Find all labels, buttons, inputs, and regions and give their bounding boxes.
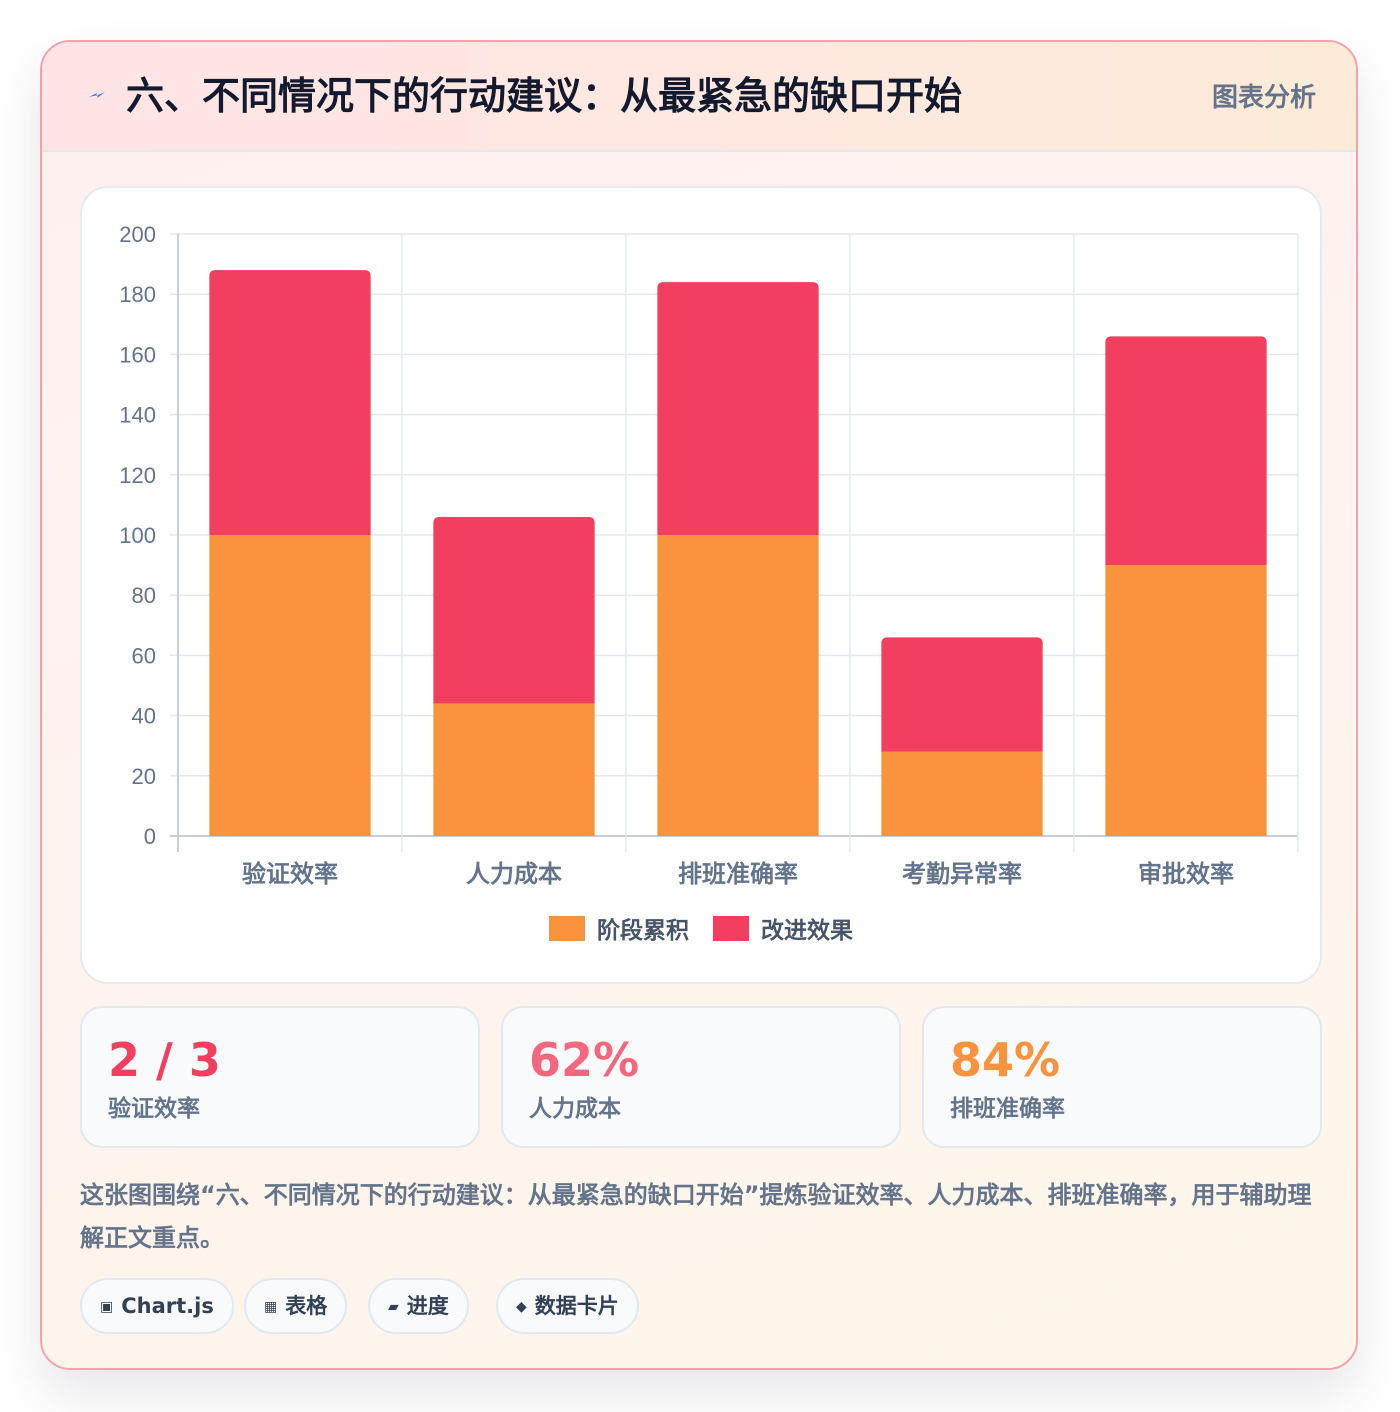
y-tick-label: 60 [132,643,156,668]
stat-value: 84% [950,1033,1061,1087]
stat-card-verification: 2 / 3 验证效率 [80,1006,480,1148]
bar-segment [657,535,819,836]
progress-icon: ▰ [388,1299,399,1315]
y-tick-label: 140 [119,403,156,428]
bar-segment [1105,565,1267,836]
chart-icon: ▣ [100,1299,114,1315]
chip-data-card[interactable]: ◆ 数据卡片 [496,1278,639,1334]
bar-segment [209,535,371,836]
page-title: 六、不同情况下的行动建议：从最紧急的缺口开始 [126,74,963,118]
chip-chartjs[interactable]: ▣ Chart.js [80,1278,234,1334]
bar-segment [1105,336,1267,566]
chip-label: 表格 [285,1294,328,1318]
stacked-bar-chart: 0 20 40 60 80 100 120 140 160 180 200 验证效率 人力成本 排班准确率… [119,222,1299,944]
x-tick-label: 排班准确率 [678,860,798,888]
stat-value: 2 / 3 [108,1033,221,1087]
x-tick-label: 审批效率 [1138,860,1234,888]
bar-segment [433,516,595,704]
chart-panel: 0 20 40 60 80 100 120 140 160 180 200 验证效率 人力成本 排班准确率… [80,186,1322,984]
stat-card-scheduling: 84% 排班准确率 [922,1006,1322,1148]
chip-label: 进度 [406,1294,449,1318]
bar-segment [657,282,819,535]
x-tick-label: 考勤异常率 [902,860,1022,888]
bar-segment [881,637,1043,752]
y-tick-label: 0 [144,824,156,849]
lightning-icon [89,92,105,98]
chart-card: 六、不同情况下的行动建议：从最紧急的缺口开始 图表分析 0 20 40 60 80 100… [40,40,1358,1370]
y-tick-label: 120 [119,463,156,488]
y-tick-label: 200 [119,222,156,247]
stat-label: 人力成本 [529,1096,621,1122]
stat-label: 排班准确率 [950,1096,1065,1122]
card-header: 六、不同情况下的行动建议：从最紧急的缺口开始 图表分析 [42,42,1356,152]
x-tick-label: 验证效率 [242,860,338,888]
y-tick-label: 80 [132,583,156,608]
legend-swatch [549,916,585,941]
chip-label: 数据卡片 [534,1294,619,1318]
legend-label: 改进效果 [761,917,853,944]
chip-label: Chart.js [121,1294,214,1318]
table-icon: ▦ [264,1299,278,1315]
y-tick-label: 160 [119,342,156,367]
chip-table[interactable]: ▦ 表格 [244,1278,348,1334]
bar-segment [209,270,371,535]
bar-segment [433,703,595,836]
x-tick-label: 人力成本 [466,860,562,888]
y-tick-label: 100 [119,523,156,548]
diamond-icon: ◆ [516,1299,527,1315]
legend-swatch [713,916,749,941]
y-tick-label: 20 [132,764,156,789]
section-tag: 图表分析 [1211,83,1316,113]
stat-value: 62% [529,1033,640,1087]
y-tick-label: 40 [132,704,156,729]
y-tick-label: 180 [119,282,156,307]
legend-label: 阶段累积 [597,917,689,944]
stat-card-labor-cost: 62% 人力成本 [501,1006,901,1148]
bar-segment [881,751,1043,836]
stat-label: 验证效率 [108,1096,200,1122]
chart-description: 这张图围绕“六、不同情况下的行动建议：从最紧急的缺口开始”提炼验证效率、人力成本… [80,1181,1312,1252]
chip-progress[interactable]: ▰ 进度 [368,1278,469,1334]
